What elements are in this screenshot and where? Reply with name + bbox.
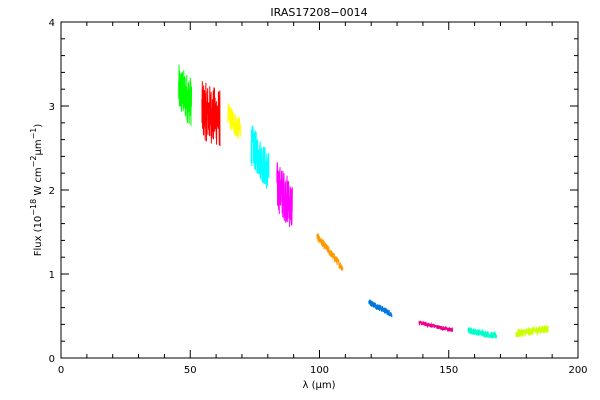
spectrum-series-7	[368, 299, 393, 318]
x-tick-label: 0	[58, 365, 64, 376]
spectrum-series-2	[201, 81, 221, 147]
spectrum-series-4	[250, 125, 270, 189]
spectrum-series-6	[316, 233, 344, 271]
axis-ticks	[60, 21, 579, 359]
spectrum-series-8	[418, 320, 454, 333]
series-layer	[178, 64, 549, 339]
spectrum-series-5	[276, 161, 293, 227]
y-tick-label: 4	[49, 18, 55, 29]
x-tick-label: 200	[568, 365, 587, 376]
x-tick-label: 50	[184, 365, 197, 376]
spectrum-series-1	[178, 64, 193, 126]
plot-frame	[60, 21, 579, 359]
y-tick-label: 0	[49, 354, 55, 365]
spectrum-series-10	[515, 324, 549, 338]
chart-title: IRAS17208−0014	[270, 6, 367, 19]
x-tick-label: 150	[439, 365, 458, 376]
y-axis-label: Flux (10−18 W cm−2μm−1)	[29, 124, 44, 257]
spectrum-series-3	[227, 103, 242, 140]
y-tick-label: 2	[49, 186, 55, 197]
y-tick-label: 3	[49, 102, 55, 113]
axis-tick-labels: 0 50 100 150 200 0 1 2 3 4	[49, 18, 588, 376]
x-tick-label: 100	[310, 365, 329, 376]
x-axis-label: λ (μm)	[302, 380, 335, 391]
spectrum-series-9	[467, 326, 498, 339]
y-tick-label: 1	[49, 270, 55, 281]
